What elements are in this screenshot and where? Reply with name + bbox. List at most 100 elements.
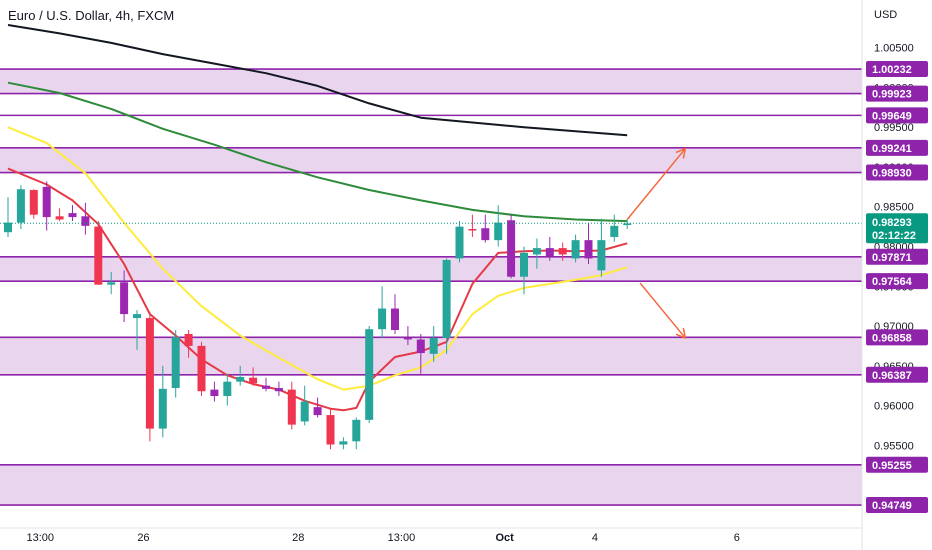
level-badge-label: 0.99241	[872, 143, 912, 155]
candle[interactable]	[610, 225, 619, 237]
candle[interactable]	[313, 407, 322, 416]
candle[interactable]	[55, 216, 64, 220]
level-badge-label: 0.94749	[872, 500, 912, 512]
candle[interactable]	[545, 248, 554, 257]
price-tick-label: 0.98500	[874, 202, 914, 214]
projection-arrows	[626, 147, 687, 340]
arrow-head	[675, 327, 687, 340]
level-badge	[866, 248, 928, 265]
candle[interactable]	[210, 389, 219, 396]
candle[interactable]	[468, 229, 477, 231]
candle[interactable]	[429, 337, 438, 354]
level-badge	[866, 139, 928, 156]
price-tick-label: 0.95500	[874, 440, 914, 452]
candle[interactable]	[249, 377, 258, 384]
countdown-label: 02:12:22	[872, 230, 916, 242]
level-badge	[866, 456, 928, 473]
level-badge	[866, 107, 928, 124]
level-badge-label: 0.99923	[872, 89, 912, 101]
current-price-label: 0.98293	[872, 217, 912, 229]
level-badge-label: 0.97564	[872, 276, 913, 288]
candle[interactable]	[274, 388, 283, 392]
candle[interactable]	[107, 282, 116, 285]
candle[interactable]	[365, 329, 374, 420]
candle[interactable]	[236, 376, 245, 382]
candle[interactable]	[68, 213, 77, 218]
arrow-head	[675, 147, 687, 159]
price-tick-label: 0.99500	[874, 122, 914, 134]
candle[interactable]	[197, 345, 206, 392]
candle[interactable]	[352, 419, 361, 442]
candle[interactable]	[558, 248, 567, 255]
level-badge	[866, 273, 928, 290]
arrow-shaft	[639, 282, 686, 339]
candle[interactable]	[403, 337, 412, 340]
candle[interactable]	[145, 318, 154, 429]
zone-band	[0, 69, 862, 94]
support-resistance-zones	[0, 68, 862, 506]
candle[interactable]	[133, 314, 141, 319]
candle[interactable]	[532, 248, 541, 255]
level-badge	[866, 164, 928, 181]
candle[interactable]	[391, 308, 399, 330]
candle[interactable]	[481, 228, 490, 241]
candle[interactable]	[584, 240, 593, 259]
level-badge	[866, 85, 928, 102]
level-badge	[866, 366, 928, 383]
price-tick-label: 0.96000	[874, 401, 914, 413]
candle[interactable]	[184, 333, 193, 346]
candle[interactable]	[520, 252, 528, 277]
candle[interactable]	[94, 226, 103, 285]
current-price-badge	[866, 213, 928, 244]
level-badge	[866, 329, 928, 346]
level-badge-label: 0.97871	[872, 252, 912, 264]
candle[interactable]	[42, 186, 51, 218]
candle[interactable]	[326, 415, 335, 445]
time-tick-label: 28	[292, 532, 304, 544]
zone-band	[0, 464, 862, 506]
candle[interactable]	[171, 337, 180, 389]
time-tick-label: 13:00	[388, 532, 416, 544]
candle[interactable]	[262, 385, 270, 389]
level-badge	[866, 61, 928, 78]
candle[interactable]	[158, 388, 167, 429]
price-tick-label: 1.00500	[874, 43, 914, 55]
candle[interactable]	[597, 240, 606, 271]
candle[interactable]	[442, 260, 451, 338]
level-badge-label: 0.96858	[872, 332, 912, 344]
zone-band	[0, 147, 862, 173]
time-tick-label: 26	[137, 532, 149, 544]
candle[interactable]	[507, 220, 516, 277]
candle[interactable]	[455, 226, 464, 259]
candle[interactable]	[378, 308, 387, 330]
level-badge	[866, 497, 928, 514]
candle[interactable]	[416, 339, 425, 354]
candle[interactable]	[571, 240, 580, 259]
candle[interactable]	[223, 381, 232, 396]
candle[interactable]	[494, 222, 503, 241]
candle[interactable]	[623, 223, 632, 226]
level-badge-label: 0.98930	[872, 168, 912, 180]
candle[interactable]	[287, 389, 296, 425]
time-axis[interactable]: 13:00 26 28 13:00 Oct 4 6	[0, 527, 862, 544]
currency-label: USD	[874, 9, 897, 21]
level-badge-label: 0.96387	[872, 370, 912, 382]
ma-long-line	[7, 24, 628, 137]
level-badge-label: 0.95255	[872, 460, 912, 472]
candle[interactable]	[339, 441, 348, 445]
candle[interactable]	[300, 401, 309, 422]
zone-band	[0, 256, 862, 282]
ma-fast-line	[7, 167, 628, 412]
candle[interactable]	[81, 216, 90, 226]
candle[interactable]	[29, 190, 38, 215]
price-level-badges: 1.00232 0.99923 0.99649 0.99241 0.98930 0.978…	[866, 61, 928, 514]
time-tick-label: 13:00	[26, 532, 54, 544]
time-tick-label: 6	[734, 532, 740, 544]
ma-slow-line	[7, 81, 628, 223]
arrow-shaft	[626, 148, 686, 220]
candle[interactable]	[16, 189, 25, 223]
candle[interactable]	[120, 282, 129, 315]
candle[interactable]	[4, 222, 12, 233]
candles[interactable]	[4, 181, 632, 450]
